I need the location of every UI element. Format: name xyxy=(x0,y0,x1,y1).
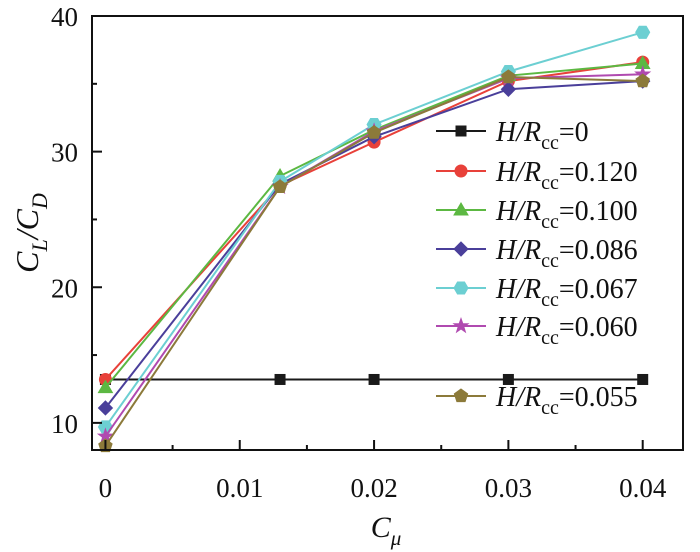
data-point xyxy=(97,400,114,416)
y-axis-title-main: /C xyxy=(9,208,45,241)
legend-label: H/Rcc=0.100 xyxy=(495,196,638,233)
legend-marker xyxy=(455,125,467,137)
legend-label-prefix: H/R xyxy=(495,196,541,227)
y-axis-title-sub: L xyxy=(27,239,52,252)
legend-label-value: =0.067 xyxy=(559,274,638,305)
legend-label-sub: cc xyxy=(541,211,559,233)
x-tick-label: 0 xyxy=(99,473,113,503)
legend-label-prefix: H/R xyxy=(495,117,541,148)
legend-label-prefix: H/R xyxy=(495,274,541,305)
legend-label-prefix: H/R xyxy=(495,312,541,343)
x-axis-title-main: C xyxy=(371,511,392,544)
x-axis-title: Cμ xyxy=(371,511,402,550)
legend-marker xyxy=(454,164,468,178)
legend-entry: H/Rcc=0.100 xyxy=(436,196,638,233)
legend-label-sub: cc xyxy=(541,132,559,154)
y-tick-label: 20 xyxy=(51,273,78,303)
legend-label-sub: cc xyxy=(541,289,559,311)
data-point xyxy=(500,81,517,97)
y-axis-title: CL/CD xyxy=(9,193,52,273)
legend-marker xyxy=(453,241,469,257)
data-point xyxy=(272,179,288,194)
y-axis-title-sub: D xyxy=(27,193,52,210)
legend-label-prefix: H/R xyxy=(495,235,541,266)
x-tick-label: 0.02 xyxy=(350,473,397,503)
series-layer xyxy=(96,25,652,453)
data-point xyxy=(274,373,286,385)
legend-label-sub: cc xyxy=(541,397,559,419)
legend-label: H/Rcc=0.120 xyxy=(495,157,638,194)
legend-label: H/Rcc=0.060 xyxy=(495,312,638,349)
legend-entry: H/Rcc=0.086 xyxy=(436,235,638,272)
legend-label: H/Rcc=0.055 xyxy=(495,382,638,419)
legend-entry: H/Rcc=0.055 xyxy=(436,382,638,419)
data-point xyxy=(368,373,380,385)
legend-label-value: =0.055 xyxy=(559,382,638,413)
data-point xyxy=(501,69,516,84)
x-tick-label: 0.04 xyxy=(619,473,667,503)
legend-label-sub: cc xyxy=(541,250,559,272)
legend-label-value: =0.120 xyxy=(559,157,638,188)
x-tick-label: 0.03 xyxy=(485,473,532,503)
data-point xyxy=(97,379,114,394)
legend-entry: H/Rcc=0.067 xyxy=(436,274,638,311)
data-point xyxy=(502,373,514,385)
data-point xyxy=(637,373,649,385)
x-tick-label: 0.01 xyxy=(216,473,263,503)
legend-marker xyxy=(452,316,470,334)
legend-label-value: =0.060 xyxy=(559,312,638,343)
y-tick-label: 40 xyxy=(51,2,78,32)
legend-label-prefix: H/R xyxy=(495,382,541,413)
data-point xyxy=(366,125,382,139)
legend-label-prefix: H/R xyxy=(495,157,541,188)
legend-label-value: =0.100 xyxy=(559,196,638,227)
x-axis-title-sub: μ xyxy=(390,526,402,550)
legend-marker xyxy=(453,388,469,403)
legend-entry: H/Rcc=0.060 xyxy=(436,312,638,349)
legend-label: H/Rcc=0.067 xyxy=(495,274,638,311)
plot-frame xyxy=(91,15,684,451)
legend-label: H/Rcc=0 xyxy=(495,117,589,154)
y-tick-label: 30 xyxy=(51,138,78,168)
data-point xyxy=(635,25,651,39)
y-axis-title-main: C xyxy=(9,251,45,273)
y-tick-label: 10 xyxy=(51,409,78,439)
legend-marker xyxy=(453,281,469,295)
legend-entry: H/Rcc=0 xyxy=(436,117,589,154)
legend-label-sub: cc xyxy=(541,172,559,194)
legend-label-sub: cc xyxy=(541,327,559,349)
data-point xyxy=(635,73,650,88)
legend: H/Rcc=0H/Rcc=0.120H/Rcc=0.100H/Rcc=0.086… xyxy=(436,117,638,419)
legend-marker xyxy=(453,202,469,216)
legend-label-value: =0.086 xyxy=(559,235,638,266)
legend-label: H/Rcc=0.086 xyxy=(495,235,638,272)
legend-entry: H/Rcc=0.120 xyxy=(436,157,638,194)
legend-label-value: =0 xyxy=(559,117,589,148)
